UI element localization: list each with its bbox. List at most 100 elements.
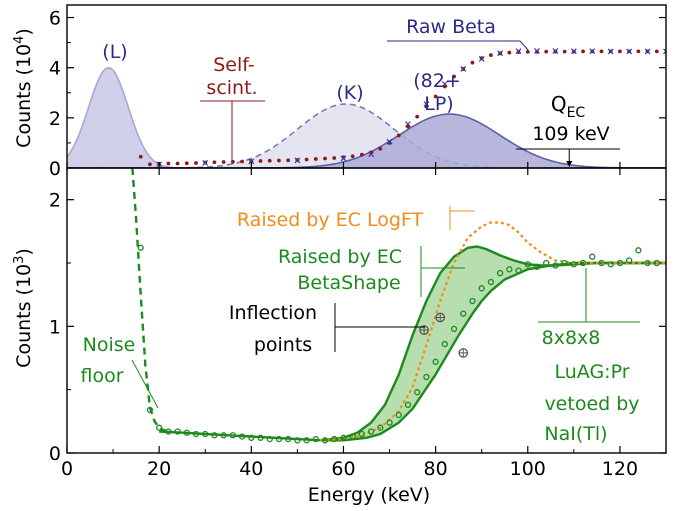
lu-ag-data-point	[414, 389, 421, 396]
lu-ag-data-point	[616, 259, 624, 267]
bottom-y-tick-label: 2	[49, 190, 61, 212]
lu-ag-data-point	[404, 401, 412, 409]
inflection-point-cross	[436, 313, 445, 322]
raw-beta-point	[497, 50, 504, 57]
lu-ag-data-point	[192, 430, 200, 438]
self-scint-point	[433, 94, 438, 99]
raw-beta-point	[248, 158, 255, 165]
lu-ag-data-point	[496, 269, 504, 277]
x-tick-label: 80	[424, 458, 448, 480]
self-scint-label-line1: Self-	[213, 54, 255, 76]
lu-ag-data-point	[589, 253, 596, 260]
lu-ag-data-point	[183, 429, 190, 436]
raw-beta-point	[570, 48, 577, 55]
lu-ag-data-point	[598, 259, 605, 267]
inflection-label-line2: points	[254, 334, 312, 356]
lu-ag-data-point	[423, 373, 430, 381]
lu-ag-data-point	[331, 435, 338, 443]
lu-ag-data-point	[506, 266, 513, 273]
dataset-label-line1: 8x8x8	[542, 327, 601, 349]
bottom-y-tick-label: 1	[49, 316, 61, 338]
lp-peak-label-line2: LP)	[424, 93, 453, 115]
lu-ag-data-point	[450, 325, 458, 333]
top-y-tick-label: 0	[49, 158, 61, 180]
self-scint-point	[535, 49, 539, 54]
l-peak-label: (L)	[102, 41, 127, 63]
lu-ag-data-point	[395, 411, 402, 419]
x-axis-label: Energy (keV)	[308, 484, 430, 506]
self-scint-point	[184, 161, 189, 166]
self-scint-point	[313, 157, 318, 161]
top-y-tick-label: 4	[49, 58, 61, 80]
lu-ag-data-point	[386, 419, 393, 426]
self-scint-point	[507, 50, 512, 55]
self-scint-point	[415, 114, 420, 119]
self-scint-point	[323, 156, 327, 161]
top-plot-area	[67, 47, 666, 168]
raw-beta-point	[589, 48, 596, 55]
dataset-label-line4: NaI(Tl)	[544, 423, 607, 445]
bottom-y-ticks: 0 1 2	[49, 190, 666, 465]
noise-floor-pointer	[131, 359, 159, 409]
lu-ag-data-point	[266, 435, 273, 443]
lu-ag-data-point	[635, 247, 642, 254]
self-scint-point	[221, 160, 226, 164]
lu-ag-data-point	[202, 430, 209, 438]
lu-ag-data-point	[340, 434, 347, 441]
self-scint-point	[175, 161, 180, 166]
lu-ag-data-point	[607, 261, 614, 268]
lu-ag-data-point	[303, 437, 310, 444]
82-lp-peak-area	[67, 114, 666, 168]
lu-ag-data-point	[367, 428, 375, 435]
l-peak-area	[67, 67, 666, 168]
self-scint-point	[618, 49, 622, 54]
betashape-label-line2: BetaShape	[297, 272, 400, 294]
self-scint-point	[544, 49, 549, 54]
self-scint-point	[581, 49, 585, 54]
lu-ag-data-point	[248, 434, 255, 441]
lu-ag-data-point	[625, 257, 633, 264]
lu-ag-data-point	[294, 437, 301, 444]
bottom-y-tick-label: 0	[49, 443, 61, 465]
self-scint-point	[350, 154, 355, 159]
x-tick-label: 40	[239, 458, 263, 480]
self-scint-point	[489, 53, 493, 58]
x-tick-label: 100	[510, 458, 546, 480]
lp-peak-label-line1: (82+	[413, 70, 461, 92]
lu-ag-data-point	[579, 259, 587, 267]
raised-by-ec-logft-curve	[320, 221, 666, 442]
bottom-y-axis-label: Counts (103)	[12, 248, 35, 368]
lu-ag-data-point	[653, 259, 660, 267]
raw-beta-point	[441, 81, 448, 87]
self-scint-label-line2: scint.	[206, 77, 257, 99]
q-ec-arrowhead	[566, 161, 573, 167]
q-ec-value: 109 keV	[532, 123, 609, 145]
dataset-label-line2: LuAG:Pr	[554, 361, 629, 383]
lu-ag-data-point	[321, 437, 329, 444]
lu-ag-data-point	[570, 261, 577, 268]
raw-beta-point	[607, 48, 614, 55]
lu-ag-data-point	[515, 267, 522, 274]
lu-ag-data-point	[275, 435, 283, 443]
self-scint-point	[194, 161, 198, 165]
bottom-series-group	[131, 168, 666, 444]
lu-ag-data-point	[137, 244, 144, 251]
lu-ag-data-point	[533, 263, 541, 270]
x-ticks: 0 20 40 60 80 100 120	[61, 168, 638, 480]
noise-floor-label-line2: floor	[80, 365, 123, 387]
self-scint-point	[258, 159, 263, 163]
raw-beta-point	[405, 121, 411, 128]
top-y-tick-label: 6	[49, 8, 61, 30]
lu-ag-data-point	[238, 433, 246, 440]
noise-floor-label-line1: Noise	[83, 334, 136, 356]
raw-beta-point	[515, 48, 522, 55]
self-scint-point	[359, 152, 364, 157]
lu-ag-data-point	[312, 435, 319, 443]
lu-ag-data-point	[285, 435, 292, 443]
self-scint-point	[654, 49, 659, 54]
lu-ag-data-point	[165, 428, 172, 435]
self-scint-point	[267, 158, 272, 163]
self-scint-point	[396, 133, 401, 138]
lu-ag-data-point	[478, 285, 485, 292]
